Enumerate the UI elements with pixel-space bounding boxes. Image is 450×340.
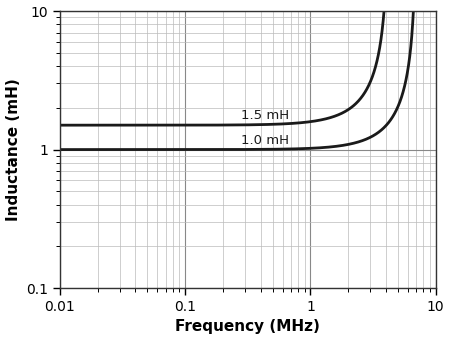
X-axis label: Frequency (MHz): Frequency (MHz) [176,320,320,335]
Y-axis label: Inductance (mH): Inductance (mH) [5,78,21,221]
Text: 1.5 mH: 1.5 mH [241,109,289,122]
Text: 1.0 mH: 1.0 mH [241,134,289,147]
